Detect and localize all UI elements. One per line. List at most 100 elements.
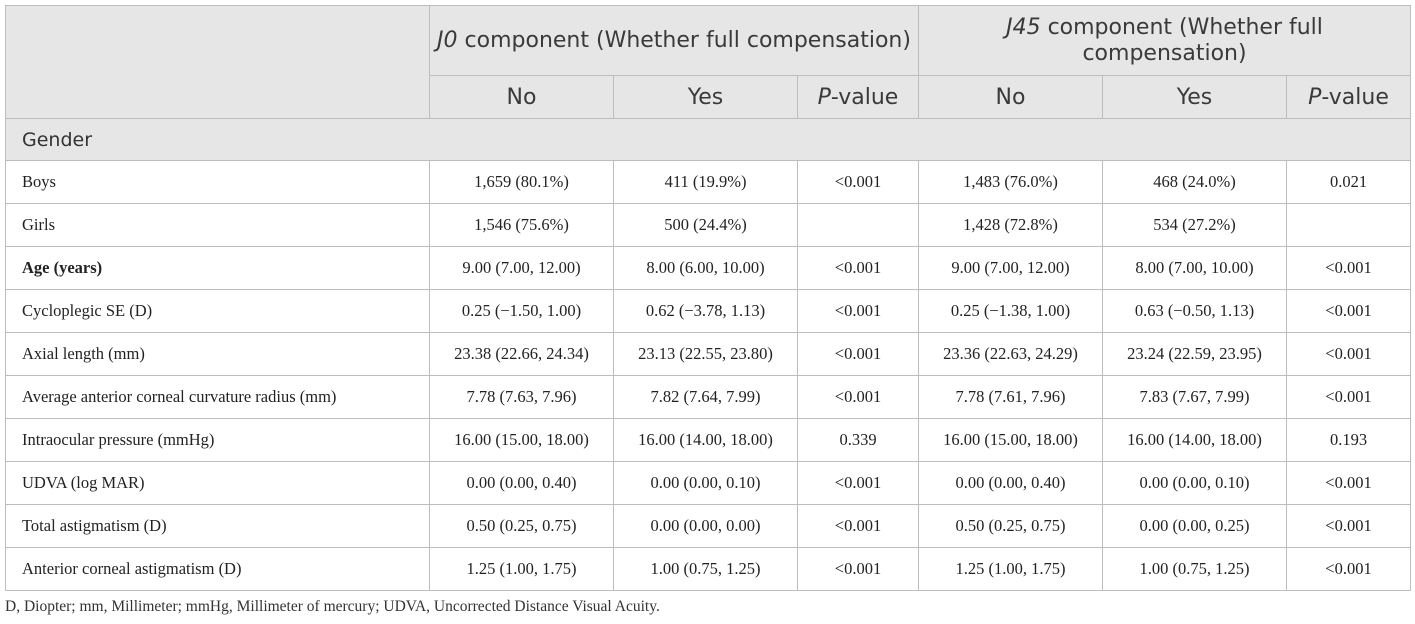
cell-j0-no: 1,659 (80.1%) xyxy=(429,160,614,204)
cell-j45-no: 1.25 (1.00, 1.75) xyxy=(918,547,1103,591)
cell-j45-yes: 0.63 (−0.50, 1.13) xyxy=(1102,289,1287,333)
results-table: J0 component (Whether full compensation)… xyxy=(4,5,1412,591)
table-row: Average anterior corneal curvature radiu… xyxy=(5,375,1412,419)
row-label: Girls xyxy=(5,203,430,247)
header-j45-pvalue: P-value xyxy=(1285,75,1412,119)
cell-j45-yes: 16.00 (14.00, 18.00) xyxy=(1102,418,1287,462)
cell-j45-yes: 7.83 (7.67, 7.99) xyxy=(1102,375,1287,419)
header-j45-yes: Yes xyxy=(1102,75,1287,119)
row-label: Boys xyxy=(5,160,430,204)
cell-j0-no: 0.00 (0.00, 0.40) xyxy=(429,461,614,505)
row-label: UDVA (log MAR) xyxy=(5,461,430,505)
row-label: Anterior corneal astigmatism (D) xyxy=(5,547,430,591)
cell-j45-no: 0.25 (−1.38, 1.00) xyxy=(918,289,1103,333)
cell-j0-no: 23.38 (22.66, 24.34) xyxy=(429,332,614,376)
cell-j45-pvalue: <0.001 xyxy=(1285,289,1412,333)
cell-j0-pvalue: <0.001 xyxy=(797,461,919,505)
row-label: Axial length (mm) xyxy=(5,332,430,376)
cell-j45-no: 1,428 (72.8%) xyxy=(918,203,1103,247)
cell-j45-yes: 534 (27.2%) xyxy=(1102,203,1287,247)
header-j0-yes: Yes xyxy=(613,75,798,119)
cell-j0-pvalue: <0.001 xyxy=(797,289,919,333)
group-j45-title: component (Whether full compensation) xyxy=(1040,14,1323,66)
cell-j0-yes: 0.62 (−3.78, 1.13) xyxy=(613,289,798,333)
cell-j45-pvalue xyxy=(1285,203,1412,247)
cell-j0-yes: 16.00 (14.00, 18.00) xyxy=(613,418,798,462)
cell-j45-pvalue: <0.001 xyxy=(1285,504,1412,548)
cell-j45-pvalue: <0.001 xyxy=(1285,332,1412,376)
cell-j45-pvalue: <0.001 xyxy=(1285,461,1412,505)
group-j0-symbol: J0 xyxy=(437,27,458,53)
cell-j45-yes: 468 (24.0%) xyxy=(1102,160,1287,204)
cell-j45-pvalue: <0.001 xyxy=(1285,246,1412,290)
table-row: Cycloplegic SE (D) 0.25 (−1.50, 1.00) 0.… xyxy=(5,289,1412,333)
cell-j0-yes: 7.82 (7.64, 7.99) xyxy=(613,375,798,419)
cell-j0-pvalue: 0.339 xyxy=(797,418,919,462)
cell-j0-pvalue xyxy=(797,203,919,247)
cell-j0-no: 16.00 (15.00, 18.00) xyxy=(429,418,614,462)
cell-j0-no: 0.50 (0.25, 0.75) xyxy=(429,504,614,548)
cell-j45-no: 0.00 (0.00, 0.40) xyxy=(918,461,1103,505)
pvalue-suffix: -value xyxy=(830,84,899,110)
table-row: Age (years) 9.00 (7.00, 12.00) 8.00 (6.0… xyxy=(5,246,1412,290)
cell-j0-pvalue: <0.001 xyxy=(797,504,919,548)
header-j45-no: No xyxy=(918,75,1103,119)
cell-j45-pvalue: 0.021 xyxy=(1285,160,1412,204)
table-row: UDVA (log MAR) 0.00 (0.00, 0.40) 0.00 (0… xyxy=(5,461,1412,505)
cell-j45-no: 1,483 (76.0%) xyxy=(918,160,1103,204)
header-corner-cell xyxy=(5,5,430,119)
table-header: J0 component (Whether full compensation)… xyxy=(5,5,1412,119)
cell-j45-yes: 0.00 (0.00, 0.10) xyxy=(1102,461,1287,505)
cell-j0-no: 9.00 (7.00, 12.00) xyxy=(429,246,614,290)
table-row: Axial length (mm) 23.38 (22.66, 24.34) 2… xyxy=(5,332,1412,376)
header-j0-pvalue: P-value xyxy=(797,75,919,119)
header-group-j0: J0 component (Whether full compensation) xyxy=(429,5,919,76)
cell-j0-yes: 0.00 (0.00, 0.10) xyxy=(613,461,798,505)
cell-j45-yes: 0.00 (0.00, 0.25) xyxy=(1102,504,1287,548)
group-j45-symbol: J45 xyxy=(1006,14,1041,40)
cell-j0-no: 0.25 (−1.50, 1.00) xyxy=(429,289,614,333)
cell-j0-yes: 1.00 (0.75, 1.25) xyxy=(613,547,798,591)
pvalue-symbol: P xyxy=(817,84,831,110)
row-label: Total astigmatism (D) xyxy=(5,504,430,548)
cell-j45-no: 0.50 (0.25, 0.75) xyxy=(918,504,1103,548)
table-row: Anterior corneal astigmatism (D) 1.25 (1… xyxy=(5,547,1412,591)
table-row: Total astigmatism (D) 0.50 (0.25, 0.75) … xyxy=(5,504,1412,548)
table-row: Intraocular pressure (mmHg) 16.00 (15.00… xyxy=(5,418,1412,462)
header-j0-no: No xyxy=(429,75,614,119)
pvalue-symbol: P xyxy=(1308,84,1322,110)
table-body: Gender Boys 1,659 (80.1%) 411 (19.9%) <0… xyxy=(4,118,1412,591)
cell-j0-pvalue: <0.001 xyxy=(797,160,919,204)
cell-j45-yes: 1.00 (0.75, 1.25) xyxy=(1102,547,1287,591)
row-label: Age (years) xyxy=(5,246,430,290)
cell-j0-no: 1.25 (1.00, 1.75) xyxy=(429,547,614,591)
cell-j0-pvalue: <0.001 xyxy=(797,375,919,419)
cell-j45-pvalue: <0.001 xyxy=(1285,375,1412,419)
cell-j0-yes: 8.00 (6.00, 10.00) xyxy=(613,246,798,290)
cell-j0-yes: 0.00 (0.00, 0.00) xyxy=(613,504,798,548)
section-row-gender: Gender xyxy=(4,118,1412,161)
row-label: Cycloplegic SE (D) xyxy=(5,289,430,333)
cell-j45-pvalue: <0.001 xyxy=(1285,547,1412,591)
cell-j0-yes: 500 (24.4%) xyxy=(613,203,798,247)
table-row: Boys 1,659 (80.1%) 411 (19.9%) <0.001 1,… xyxy=(5,160,1412,204)
cell-j45-no: 9.00 (7.00, 12.00) xyxy=(918,246,1103,290)
cell-j0-pvalue: <0.001 xyxy=(797,547,919,591)
cell-j0-yes: 411 (19.9%) xyxy=(613,160,798,204)
cell-j45-no: 23.36 (22.63, 24.29) xyxy=(918,332,1103,376)
row-label: Intraocular pressure (mmHg) xyxy=(5,418,430,462)
cell-j45-pvalue: 0.193 xyxy=(1285,418,1412,462)
cell-j45-yes: 23.24 (22.59, 23.95) xyxy=(1102,332,1287,376)
cell-j0-no: 1,546 (75.6%) xyxy=(429,203,614,247)
cell-j45-yes: 8.00 (7.00, 10.00) xyxy=(1102,246,1287,290)
group-j0-title: component (Whether full compensation) xyxy=(457,27,911,53)
row-label: Average anterior corneal curvature radiu… xyxy=(5,375,430,419)
pvalue-suffix: -value xyxy=(1321,84,1389,110)
cell-j45-no: 16.00 (15.00, 18.00) xyxy=(918,418,1103,462)
table-footnote: D, Diopter; mm, Millimeter; mmHg, Millim… xyxy=(5,598,660,615)
section-label: Gender xyxy=(4,118,1412,161)
cell-j0-no: 7.78 (7.63, 7.96) xyxy=(429,375,614,419)
cell-j0-pvalue: <0.001 xyxy=(797,332,919,376)
cell-j45-no: 7.78 (7.61, 7.96) xyxy=(918,375,1103,419)
cell-j0-pvalue: <0.001 xyxy=(797,246,919,290)
